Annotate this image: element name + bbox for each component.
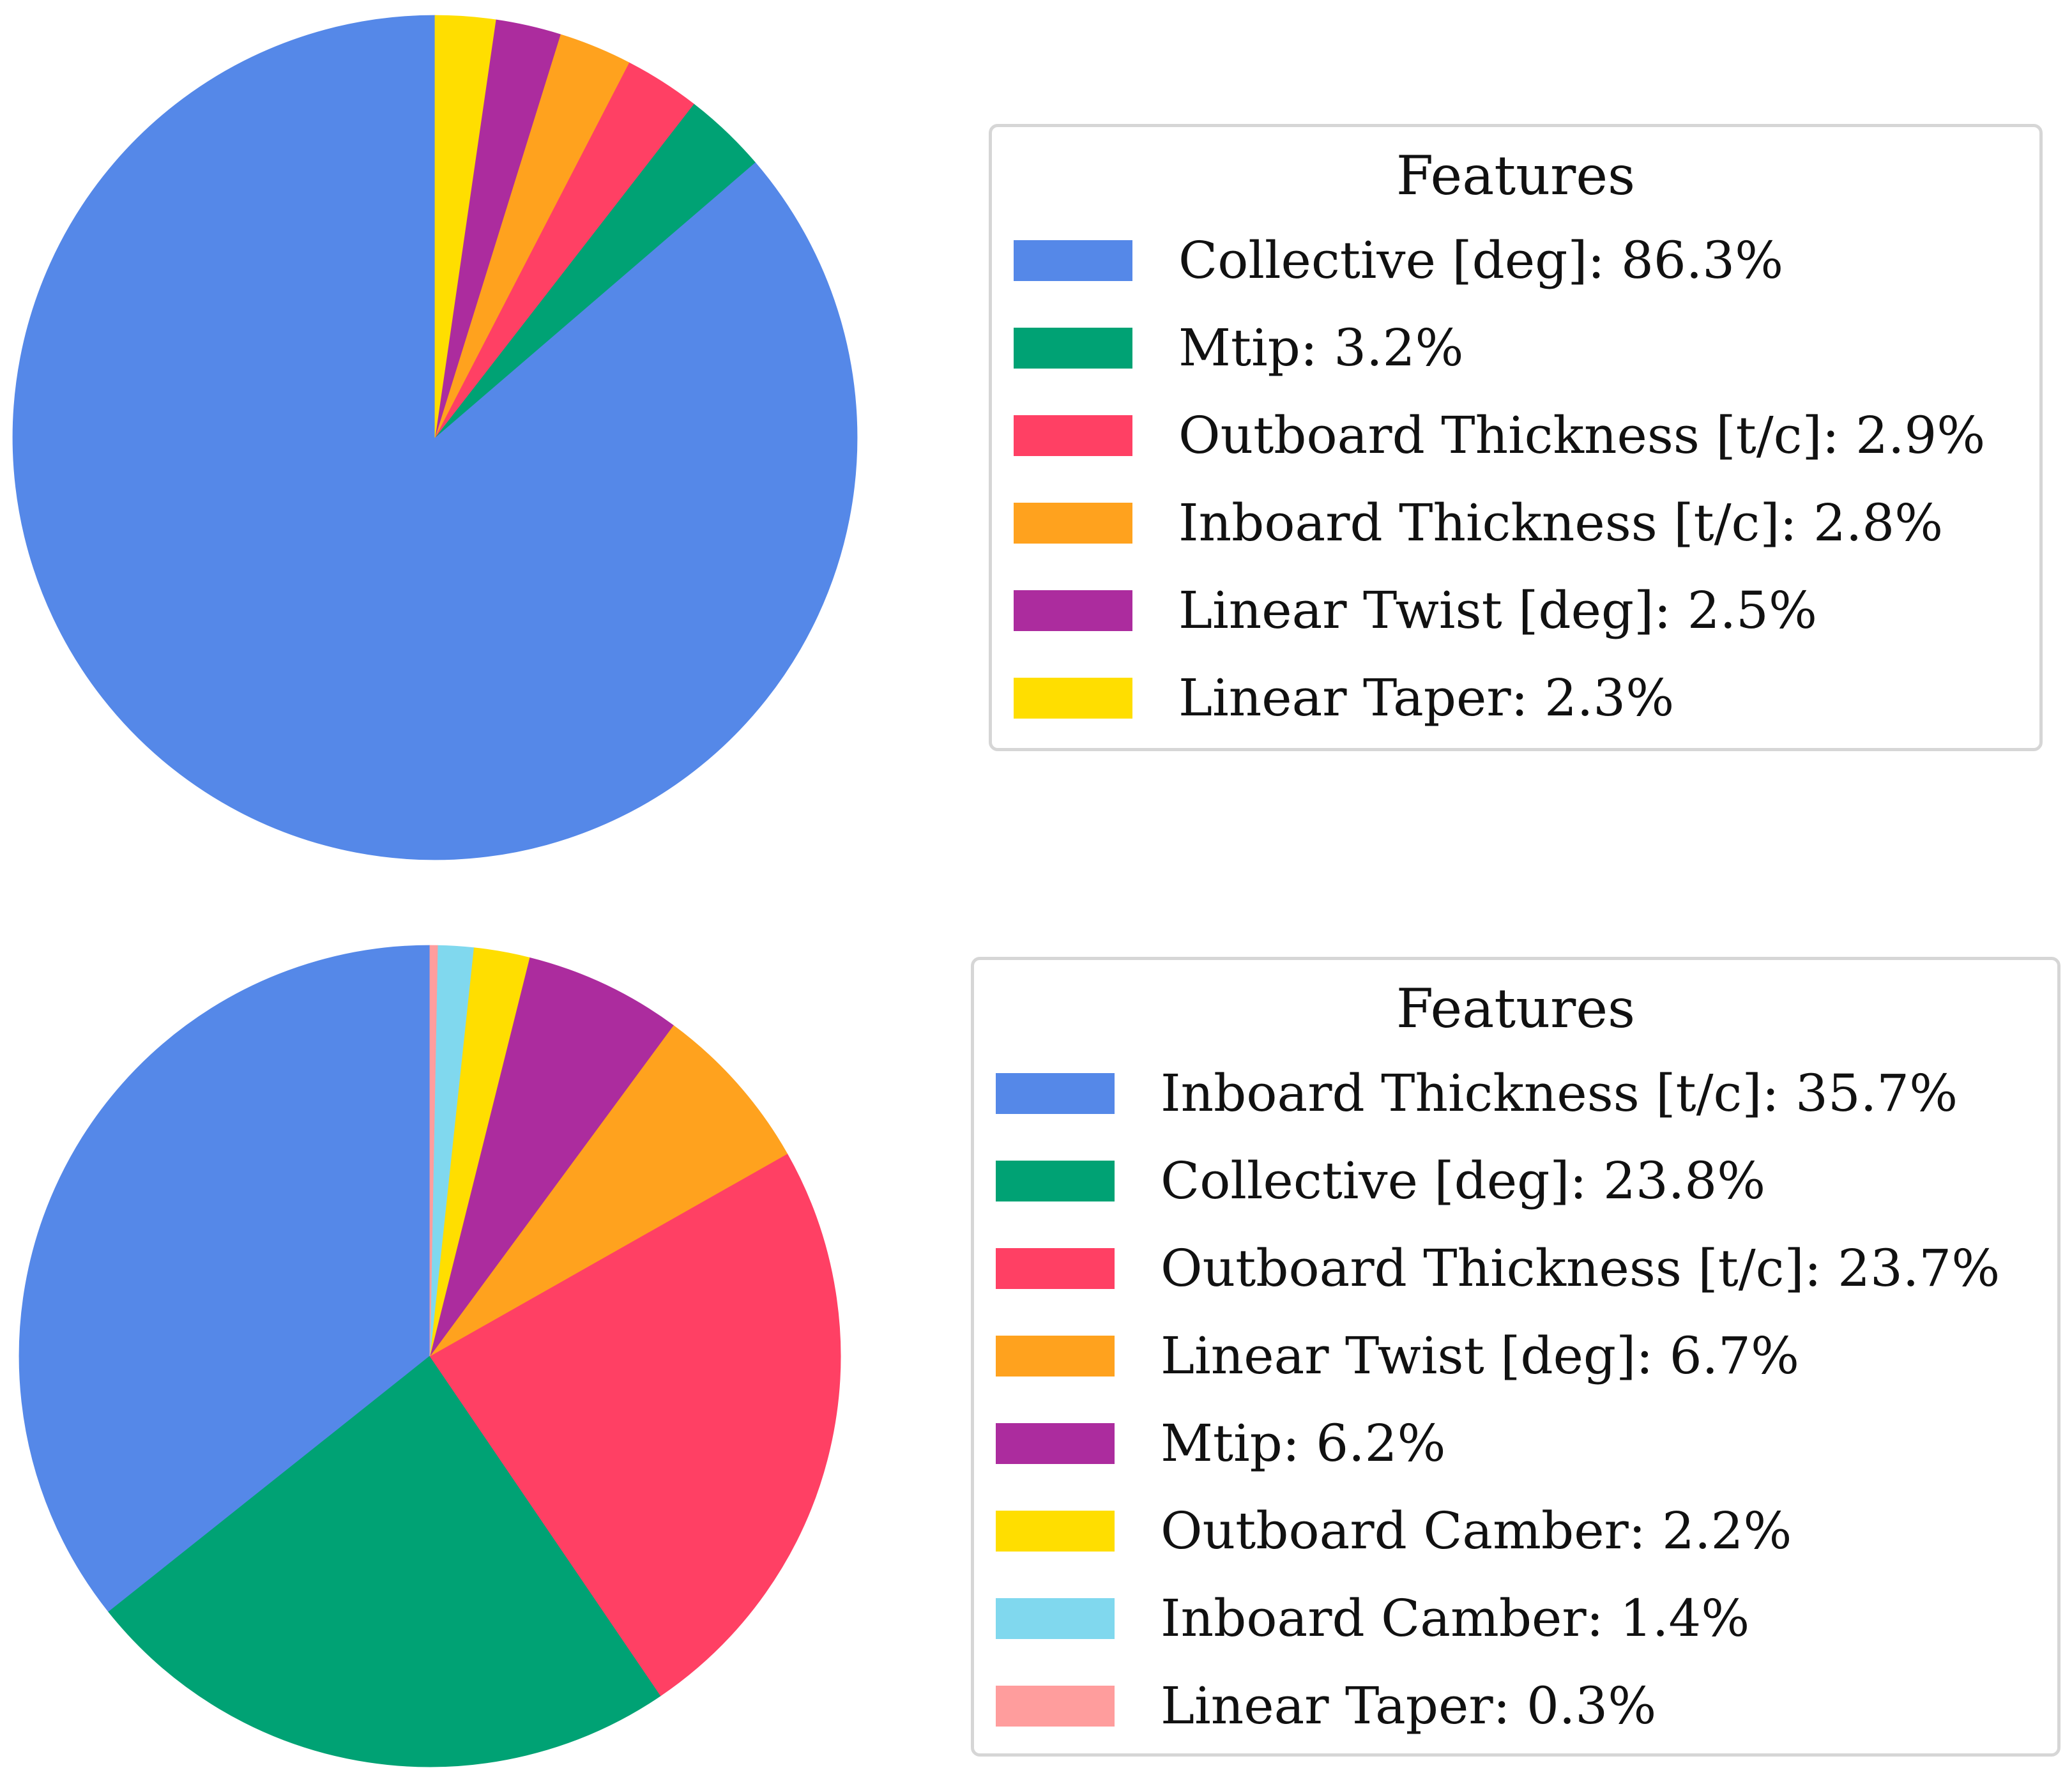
legend-2: Features Inboard Thickness [t/c]: 35.7% C… <box>971 957 2061 1757</box>
legend-label: Linear Twist [deg]: 6.7% <box>1161 1325 1799 1385</box>
legend-1-item-collective: Collective [deg]: 86.3% <box>992 217 2039 304</box>
pie-chart-1-svg <box>12 15 858 860</box>
legend-1-list: Collective [deg]: 86.3% Mtip: 3.2% Outboar… <box>992 217 2039 742</box>
legend-2-item-inboard-camber: Inboard Camber: 1.4% <box>974 1575 2057 1662</box>
legend-label: Linear Taper: 2.3% <box>1178 667 1675 728</box>
legend-label: Mtip: 3.2% <box>1178 317 1464 378</box>
legend-1-item-inboard-thickness: Inboard Thickness [t/c]: 2.8% <box>992 479 2039 567</box>
pie-2-slice-linear-twist <box>429 1025 788 1357</box>
legend-2-title: Features <box>1396 977 1636 1040</box>
legend-label: Inboard Thickness [t/c]: 35.7% <box>1161 1063 1958 1123</box>
legend-1-item-linear-taper: Linear Taper: 2.3% <box>992 654 2039 742</box>
legend-swatch <box>1014 327 1132 369</box>
legend-swatch <box>996 1335 1115 1377</box>
legend-1: Features Collective [deg]: 86.3% Mtip: 3.… <box>989 124 2043 751</box>
pie-2-slice-collective <box>108 1355 661 1767</box>
legend-swatch <box>996 1072 1115 1114</box>
legend-2-item-inboard-thickness: Inboard Thickness [t/c]: 35.7% <box>974 1049 2057 1137</box>
legend-2-item-linear-twist: Linear Twist [deg]: 6.7% <box>974 1312 2057 1399</box>
legend-swatch <box>996 1247 1115 1289</box>
legend-swatch <box>1014 590 1132 631</box>
legend-swatch <box>996 1685 1115 1727</box>
legend-1-item-outboard-thickness: Outboard Thickness [t/c]: 2.9% <box>992 392 2039 479</box>
pie-1-slice-collective <box>12 15 858 860</box>
legend-swatch <box>1014 677 1132 719</box>
legend-label: Collective [deg]: 23.8% <box>1161 1150 1766 1210</box>
legend-label: Linear Taper: 0.3% <box>1161 1675 1657 1735</box>
legend-1-item-mtip: Mtip: 3.2% <box>992 304 2039 392</box>
legend-2-item-mtip: Mtip: 6.2% <box>974 1399 2057 1487</box>
pie-chart-1 <box>11 14 858 861</box>
legend-label: Outboard Camber: 2.2% <box>1161 1500 1792 1560</box>
legend-label: Outboard Thickness [t/c]: 23.7% <box>1161 1238 2000 1298</box>
legend-1-title: Features <box>1396 144 1636 207</box>
legend-swatch <box>996 1422 1115 1464</box>
pie-1-slice-linear-taper <box>434 15 496 438</box>
legend-swatch <box>1014 240 1132 281</box>
legend-label: Mtip: 6.2% <box>1161 1413 1446 1473</box>
legend-label: Inboard Thickness [t/c]: 2.8% <box>1178 492 1944 553</box>
legend-2-item-outboard-camber: Outboard Camber: 2.2% <box>974 1487 2057 1575</box>
pie-chart-2 <box>18 944 842 1768</box>
legend-swatch <box>996 1510 1115 1552</box>
pie-chart-2-svg <box>19 945 841 1767</box>
pie-2-slice-outboard-thickness <box>429 1153 841 1697</box>
legend-swatch <box>996 1598 1115 1639</box>
legend-label: Linear Twist [deg]: 2.5% <box>1178 580 1817 640</box>
legend-label: Collective [deg]: 86.3% <box>1178 230 1784 290</box>
legend-2-item-outboard-thickness: Outboard Thickness [t/c]: 23.7% <box>974 1224 2057 1312</box>
legend-swatch <box>1014 415 1132 456</box>
legend-2-item-linear-taper: Linear Taper: 0.3% <box>974 1662 2057 1750</box>
legend-swatch <box>1014 502 1132 544</box>
legend-label: Inboard Camber: 1.4% <box>1161 1588 1750 1648</box>
pie-2-slice-mtip <box>429 957 674 1357</box>
legend-2-item-collective: Collective [deg]: 23.8% <box>974 1137 2057 1224</box>
legend-label: Outboard Thickness [t/c]: 2.9% <box>1178 405 1986 465</box>
pie-2-slice-linear-taper <box>429 945 438 1357</box>
legend-1-item-linear-twist: Linear Twist [deg]: 2.5% <box>992 567 2039 654</box>
legend-2-list: Inboard Thickness [t/c]: 35.7% Collective… <box>974 1049 2057 1750</box>
legend-swatch <box>996 1160 1115 1201</box>
pie-2-slice-inboard-thickness <box>19 945 430 1613</box>
